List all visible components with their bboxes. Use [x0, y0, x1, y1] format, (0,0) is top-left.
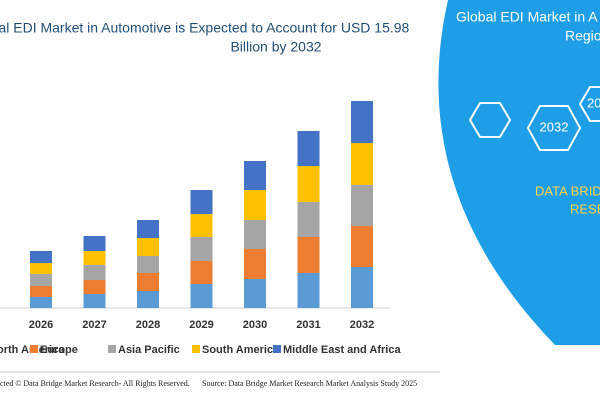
bar-segment [190, 284, 213, 308]
bar-segment [244, 161, 266, 190]
copyright: cted © Data Bridge Market Research- All … [0, 379, 190, 388]
hexagon-label: 20 [587, 95, 600, 110]
x-tick-label: 2026 [29, 319, 53, 331]
bar-segment [30, 263, 52, 274]
bar-segment [30, 274, 52, 286]
legend-swatch [108, 345, 116, 353]
bar-segment [30, 286, 52, 297]
x-tick-label: 2031 [296, 319, 320, 331]
legend-label: Asia Pacific [118, 344, 180, 356]
bar-segment [137, 291, 159, 308]
bar-segment [30, 251, 52, 263]
panel-title: Regio [565, 28, 600, 44]
bar-segment [297, 237, 320, 273]
bar-segment [190, 237, 213, 261]
bar-segment [83, 280, 106, 294]
legend-label: Middle East and Africa [283, 344, 401, 356]
bar-segment [137, 256, 159, 273]
bar-segment [297, 166, 320, 202]
chart-title: Billion by 2032 [230, 39, 321, 55]
source: Source: Data Bridge Market Research Mark… [202, 379, 417, 388]
bar-segment [83, 265, 106, 280]
brand: DATA BRIDG [535, 183, 600, 198]
bar-segment [30, 297, 52, 308]
hexagon-label: 2032 [540, 119, 569, 134]
bar-segment [190, 261, 213, 284]
bar-segment [351, 185, 373, 226]
bar-segment [83, 236, 106, 251]
legend-swatch [273, 345, 281, 353]
x-tick-label: 2032 [350, 319, 374, 331]
bar-segment [137, 273, 159, 291]
bar-segment [137, 220, 159, 238]
bar-segment [244, 190, 266, 220]
hexagons [468, 86, 600, 151]
bar-segment [244, 220, 266, 249]
bar-segment [83, 251, 106, 265]
x-tick-label: 2030 [243, 319, 267, 331]
bar-segment [244, 279, 266, 308]
side-panel [438, 0, 600, 345]
x-tick-label: 2029 [189, 319, 213, 331]
bar-segment [83, 294, 106, 308]
bar-segment [297, 273, 320, 308]
bar-segment [244, 249, 266, 279]
bar-segment [351, 101, 373, 143]
bar-segment [297, 202, 320, 237]
bar-segment [297, 131, 320, 166]
bar-segment [190, 214, 213, 237]
legend-swatch [30, 345, 38, 353]
x-tick-label: 2028 [136, 319, 160, 331]
legend-label: Europe [40, 344, 78, 356]
x-tick-label: 2027 [82, 319, 106, 331]
bar-segment [137, 238, 159, 256]
chart-title: bal EDI Market in Automotive is Expected… [0, 20, 410, 36]
bar-segment [351, 267, 373, 308]
panel-title: Global EDI Market in A [456, 9, 598, 25]
bar-segment [351, 143, 373, 185]
bar-segment [190, 190, 213, 214]
legend-label: South America [202, 344, 280, 356]
brand: RESE [570, 201, 600, 216]
legend-swatch [192, 345, 200, 353]
bar-segment [351, 226, 373, 267]
